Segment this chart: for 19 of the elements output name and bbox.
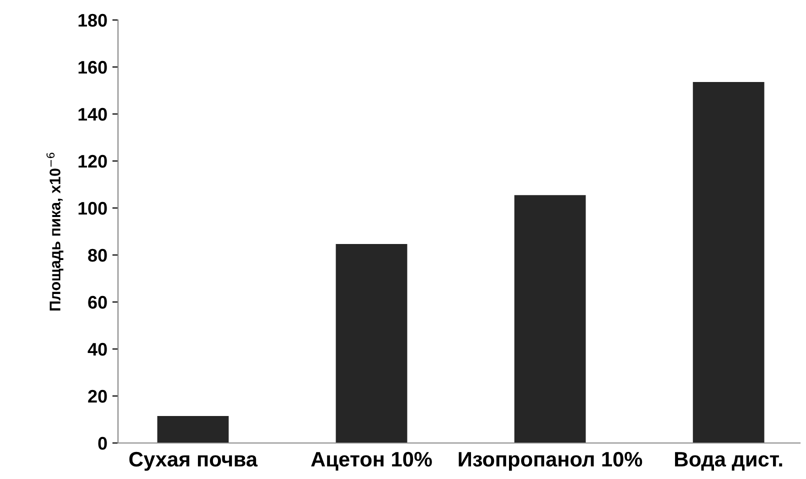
x-tick-label: Сухая почва	[129, 452, 258, 471]
y-tick-label: 100	[78, 202, 107, 215]
y-tick-label: 60	[88, 296, 107, 309]
y-tick-label: 180	[78, 14, 107, 27]
x-tick-label: Ацетон 10%	[311, 452, 432, 471]
bar	[514, 195, 586, 443]
y-tick-label: 140	[78, 108, 107, 121]
y-tick-label: 160	[78, 60, 107, 74]
x-tick-label: Вода дист.	[675, 452, 782, 471]
y-tick-label: 120	[78, 154, 107, 168]
bar	[692, 82, 764, 443]
y-tick-label: 20	[88, 390, 107, 403]
y-tick-label: 40	[88, 342, 107, 356]
y-tick-label: 0	[98, 436, 107, 450]
y-tick-label: 80	[88, 248, 107, 262]
bar	[157, 416, 229, 443]
x-tick-label: Изопропанол 10%	[458, 452, 642, 471]
bar	[336, 244, 408, 443]
y-axis-title: Площадь пика, x10$^{−6}$	[46, 152, 64, 310]
